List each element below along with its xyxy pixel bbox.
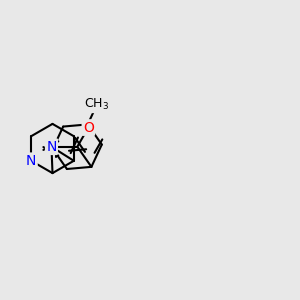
Text: CH$_3$: CH$_3$: [85, 97, 110, 112]
Text: N: N: [46, 140, 57, 154]
Text: O: O: [83, 121, 94, 134]
Text: N: N: [26, 154, 36, 168]
